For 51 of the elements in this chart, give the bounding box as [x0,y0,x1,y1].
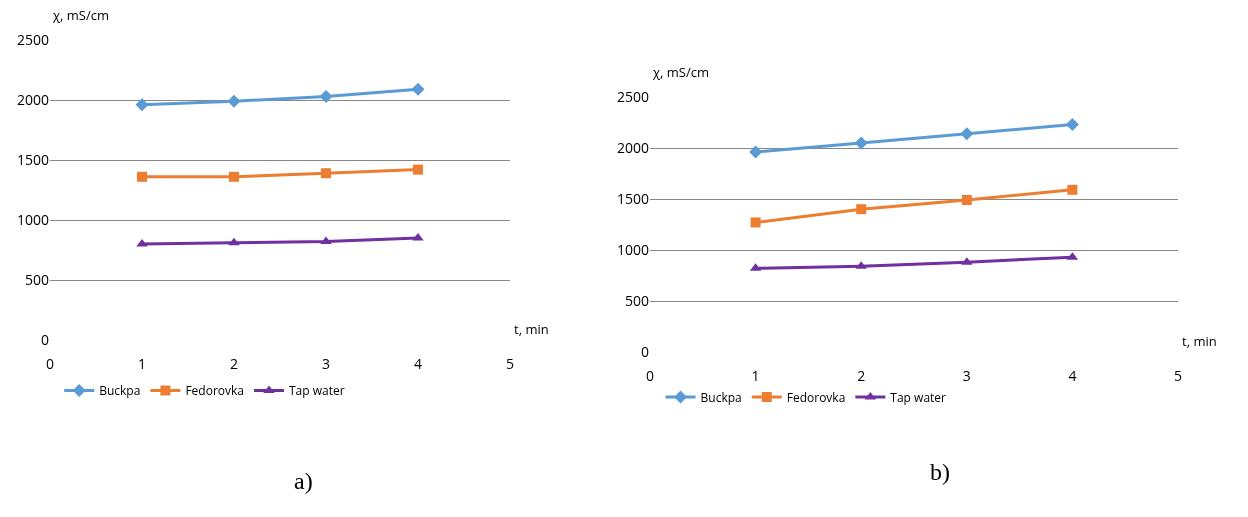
x-tick-label: 5 [505,354,515,373]
x-tick-label: 4 [1068,366,1077,385]
point [413,164,423,175]
legend-label: Buckpa [99,382,141,400]
legend-label: Tap water [288,382,345,400]
point [320,236,332,245]
y-tick-label: 1500 [16,149,49,169]
point [227,94,241,108]
x-tick-label: 1 [751,366,760,385]
legend-label: Tap water [890,388,947,406]
y-tick-label: 1500 [616,188,649,208]
point [135,98,149,112]
x-tick-label: 4 [413,354,423,373]
y-axis-title: χ, mS/cm [652,63,710,81]
point [1067,184,1078,195]
point [321,168,331,179]
text: a) [294,468,313,494]
y-tick-label: 0 [40,329,49,349]
x-tick-label: 5 [1173,366,1183,385]
x-axis-title: t, min [1182,332,1217,350]
y-tick-label: 500 [24,269,49,289]
x-tick-label: 3 [321,354,331,373]
point [229,171,239,182]
point [411,82,425,96]
point [1065,118,1079,132]
x-axis-title: t, min [514,320,549,338]
y-tick-label: 2500 [16,29,49,49]
x-tick-label: 1 [137,354,147,373]
y-tick-label: 2000 [16,89,49,109]
y-tick-label: 500 [624,290,649,310]
legend-label: Fedorovka [185,382,244,400]
y-axis-title: χ, mS/cm [52,6,110,24]
x-tick-label: 2 [229,354,239,373]
y-tick-label: 1000 [616,239,649,259]
x-tick-label: 2 [857,366,866,385]
point [228,237,240,246]
legend-label: Buckpa [700,388,742,406]
point [749,145,763,159]
legend-label: Fedorovka [786,388,846,406]
x-tick-label: 3 [962,366,971,385]
point [137,171,147,182]
point [856,204,867,215]
y-tick-label: 1000 [16,209,49,229]
text: b) [930,459,950,485]
point [854,136,868,150]
y-tick-label: 2000 [616,137,649,157]
point [961,195,972,206]
point [960,127,974,141]
point [319,89,333,103]
y-tick-label: 2500 [616,86,649,106]
point [750,217,761,228]
